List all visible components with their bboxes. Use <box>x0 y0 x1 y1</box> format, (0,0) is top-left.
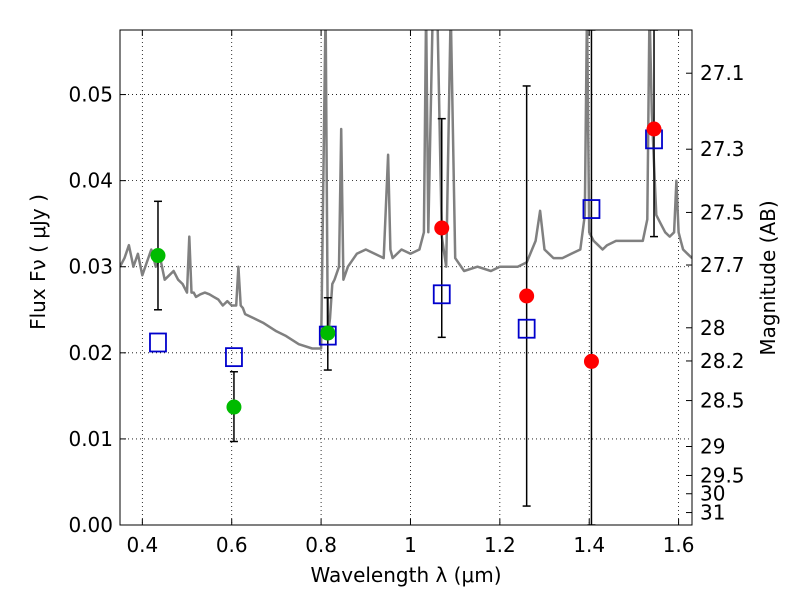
right-tick-label: 28.5 <box>700 389 745 413</box>
observed-flux-point <box>434 220 450 236</box>
y-tick-label: 0.04 <box>68 169 113 193</box>
right-tick-label: 29.5 <box>700 463 745 487</box>
x-tick-label: 1.6 <box>663 533 695 557</box>
y-tick-label: 0.02 <box>68 341 113 365</box>
plot-frame <box>119 29 693 526</box>
x-tick-label: 0.4 <box>126 533 158 557</box>
observed-flux-point <box>320 325 336 341</box>
right-tick-label: 27.3 <box>700 137 745 161</box>
right-tick-label: 28.2 <box>700 349 745 373</box>
y-axis-label: Flux Fν ( μJy ) <box>26 194 50 330</box>
observed-flux-point <box>519 288 535 304</box>
y-tick-label: 0.03 <box>68 255 113 279</box>
y-tick-label: 0.01 <box>68 427 113 451</box>
observed-flux-point <box>150 248 166 264</box>
model-square-marker <box>225 347 243 368</box>
model-square-marker <box>432 284 451 305</box>
observed-flux-point <box>226 399 242 415</box>
observed-flux-point <box>583 353 599 369</box>
model-square-marker <box>517 318 536 339</box>
observed-flux-point <box>646 121 662 137</box>
plot-background <box>120 30 692 525</box>
spectrum-line <box>120 30 692 350</box>
right-tick-label: 29 <box>700 434 725 458</box>
x-tick-label: 1 <box>404 533 417 557</box>
plot-area <box>120 30 692 525</box>
right-tick-label: 30 <box>700 482 725 506</box>
model-square-marker <box>149 332 167 353</box>
x-tick-label: 1.4 <box>573 533 605 557</box>
right-tick-label: 27.7 <box>700 253 745 277</box>
x-axis-label: Wavelength λ (μm) <box>310 563 501 587</box>
right-tick-label: 28 <box>700 316 725 340</box>
right-tick-label: 31 <box>700 501 725 525</box>
right-tick-label: 27.5 <box>700 200 745 224</box>
y-tick-label: 0.00 <box>68 513 113 537</box>
right-axis-label: Magnitude (AB) <box>756 200 780 355</box>
x-tick-label: 0.8 <box>305 533 337 557</box>
x-tick-label: 0.6 <box>216 533 248 557</box>
y-tick-label: 0.05 <box>68 83 113 107</box>
right-tick-label: 27.1 <box>700 61 745 85</box>
model-square-marker <box>582 199 601 219</box>
x-tick-label: 1.2 <box>484 533 516 557</box>
axis-ticks: 0.4 0.6 0.8 1 1.2 1.4 1.6 0.00 0.01 0.02 0.03 0.04 0… <box>68 30 745 557</box>
